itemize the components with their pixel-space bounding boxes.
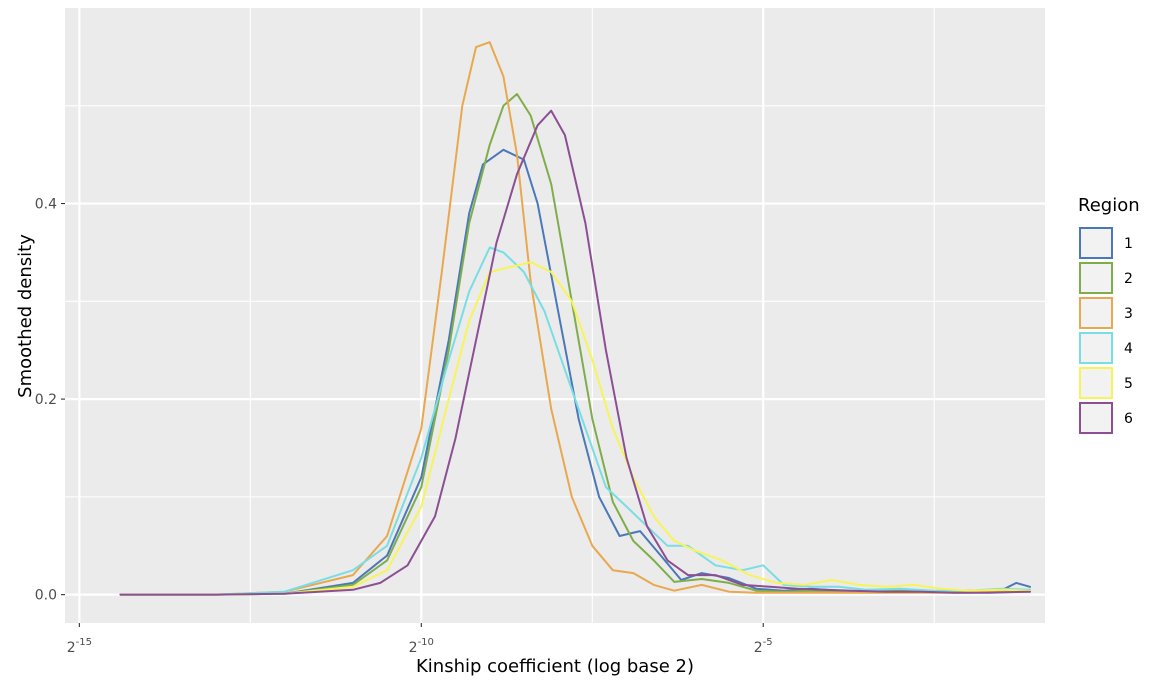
legend-label-region-5: 5 xyxy=(1124,376,1133,392)
series-line-region-6 xyxy=(119,109,1031,596)
legend-key-region-4 xyxy=(1079,332,1113,364)
x-tick-label: 2-10 xyxy=(409,637,434,656)
legend-label-region-3: 3 xyxy=(1124,306,1133,322)
minor-gridlines xyxy=(65,8,1045,623)
y-tick-label: 0.4 xyxy=(35,197,57,213)
density-curves xyxy=(119,41,1031,596)
x-tick-label: 2-15 xyxy=(67,637,92,656)
legend-label-region-6: 6 xyxy=(1124,411,1133,427)
legend-key-region-3 xyxy=(1079,297,1113,329)
y-axis-title: Smoothed density xyxy=(15,234,36,398)
legend-title: Region xyxy=(1078,195,1140,216)
x-axis: 2-15 2-10 2-5 xyxy=(67,623,773,656)
legend-label-region-2: 2 xyxy=(1124,271,1133,287)
legend-key-region-1 xyxy=(1079,227,1113,259)
legend: Region 1 2 3 4 5 6 xyxy=(1078,195,1140,434)
panel-background xyxy=(65,8,1045,623)
legend-label-region-4: 4 xyxy=(1124,341,1133,357)
x-tick-label: 2-5 xyxy=(754,637,773,656)
series-line-region-3 xyxy=(119,41,1031,596)
legend-key-region-5 xyxy=(1079,367,1113,399)
y-tick-label: 0.2 xyxy=(35,392,57,408)
legend-label-region-1: 1 xyxy=(1124,236,1133,252)
series-line-region-4 xyxy=(119,246,1031,596)
y-tick-label: 0.0 xyxy=(35,588,57,604)
y-axis: 0.0 0.2 0.4 xyxy=(35,197,65,604)
legend-key-region-6 xyxy=(1079,402,1113,434)
legend-key-region-2 xyxy=(1079,262,1113,294)
x-axis-title: Kinship coefficient (log base 2) xyxy=(416,656,694,677)
